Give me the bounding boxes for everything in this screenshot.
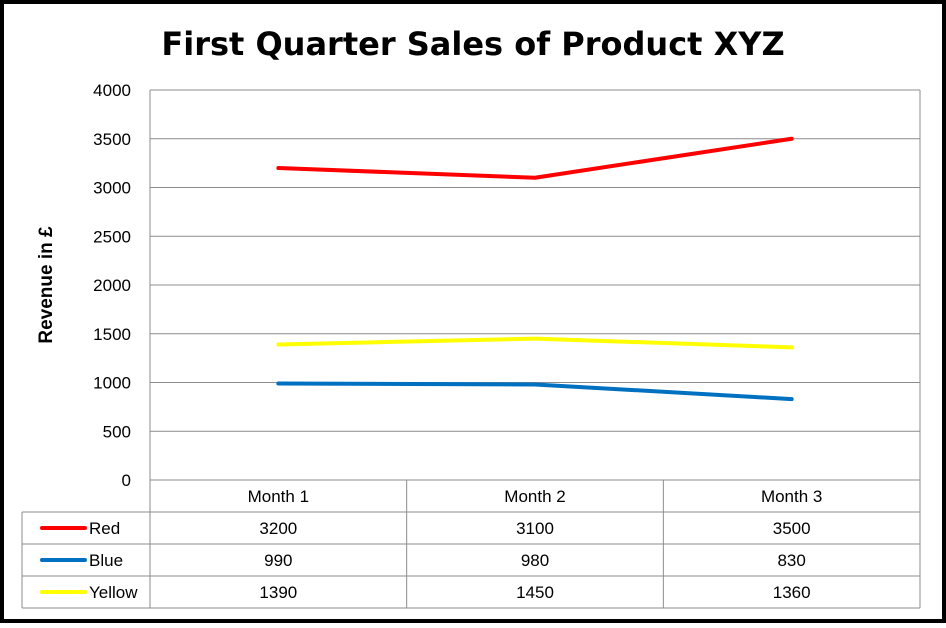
table-cell-blue-0: 990 (264, 551, 292, 570)
y-tick-label-3: 1500 (93, 325, 131, 344)
y-tick-label-8: 4000 (93, 81, 131, 100)
legend-label-yellow: Yellow (89, 583, 138, 602)
x-category-label-2: Month 3 (761, 487, 822, 506)
legend-label-blue: Blue (89, 551, 123, 570)
table-cell-red-0: 3200 (259, 519, 297, 538)
table-cell-blue-2: 830 (777, 551, 805, 570)
y-tick-label-4: 2000 (93, 276, 131, 295)
chart-title: First Quarter Sales of Product XYZ (161, 25, 784, 63)
y-axis-ticks: 0 500 1000 1500 2000 2500 3000 3500 4000 (93, 81, 131, 490)
y-tick-label-1: 500 (103, 422, 131, 441)
y-tick-label-6: 3000 (93, 179, 131, 198)
table-cell-yellow-1: 1450 (516, 583, 554, 602)
y-tick-label-5: 2500 (93, 227, 131, 246)
table-cell-yellow-2: 1360 (773, 583, 811, 602)
data-table: Month 1 Month 2 Month 3 Red 3200 3100 3500 Blue… (21, 479, 921, 609)
y-axis-label: Revenue in £ (36, 226, 57, 344)
series-line-red (276, 136, 794, 180)
series-line-yellow (276, 336, 794, 350)
series-line-blue (276, 381, 794, 402)
table-cell-blue-1: 980 (521, 551, 549, 570)
table-cell-red-1: 3100 (516, 519, 554, 538)
table-cell-yellow-0: 1390 (259, 583, 297, 602)
series-lines (276, 136, 794, 402)
x-category-label-0: Month 1 (248, 487, 309, 506)
table-cell-red-2: 3500 (773, 519, 811, 538)
y-tick-label-2: 1000 (93, 374, 131, 393)
y-tick-label-0: 0 (122, 471, 131, 490)
y-tick-label-7: 3500 (93, 130, 131, 149)
legend-label-red: Red (89, 519, 120, 538)
x-category-label-1: Month 2 (504, 487, 565, 506)
